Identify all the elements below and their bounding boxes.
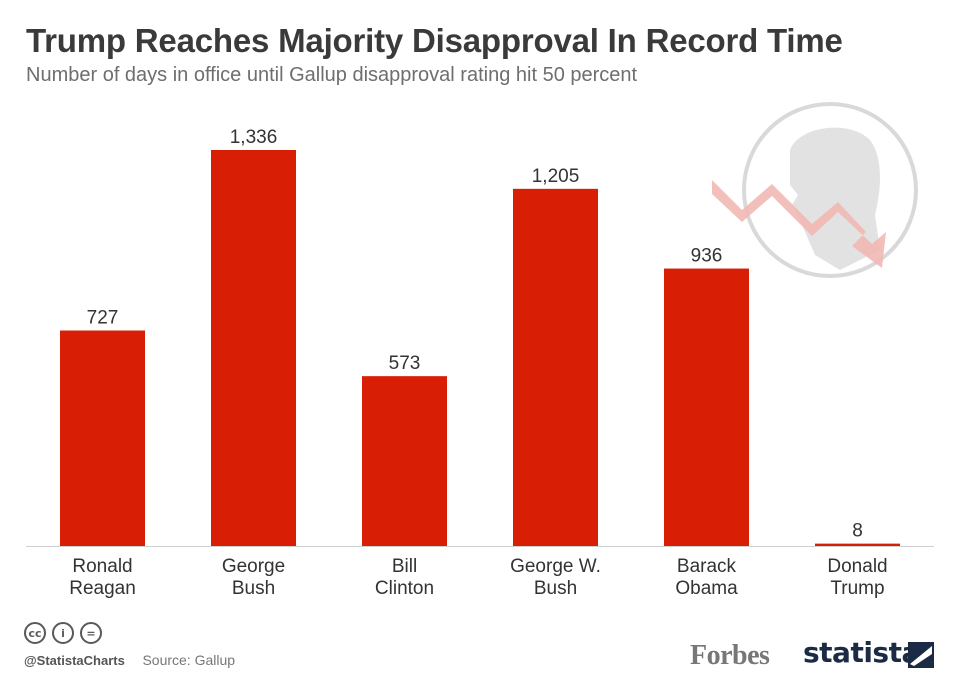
chart-title: Trump Reaches Majority Disapproval In Re…	[26, 22, 843, 59]
bar-value-label: 1,336	[230, 127, 278, 148]
statista-logo-icon	[908, 642, 934, 668]
category-label: Bush	[232, 578, 275, 599]
footer-attribution: cc i = @StatistaCharts Source: Gallup	[24, 622, 235, 668]
category-label: Ronald	[72, 556, 132, 577]
falling-arrow-icon	[712, 180, 886, 268]
category-label: Bill	[392, 556, 417, 577]
category-label: Reagan	[69, 578, 136, 599]
category-label: Clinton	[375, 578, 434, 599]
forbes-logo: Forbes	[690, 640, 770, 671]
bar	[815, 543, 900, 546]
bar	[362, 376, 447, 546]
no-derivatives-icon: =	[80, 622, 102, 644]
bar-value-label: 573	[389, 353, 421, 374]
source-note: Source: Gallup	[142, 652, 236, 668]
bar-value-label: 727	[87, 308, 119, 329]
bar	[211, 150, 296, 546]
category-label: Bush	[534, 578, 577, 599]
category-label: George W.	[510, 556, 601, 577]
bar	[513, 188, 598, 546]
attribution-icon: i	[52, 622, 74, 644]
bar-value-label: 8	[852, 521, 863, 542]
category-label: George	[222, 556, 285, 577]
statista-handle: @StatistaCharts	[24, 653, 125, 668]
statista-logo: statista	[803, 636, 920, 669]
bar-value-label: 1,205	[532, 166, 580, 187]
bar-chart: 727RonaldReagan1,336GeorgeBush573BillCli…	[26, 102, 934, 599]
category-label: Donald	[827, 556, 887, 577]
bar	[60, 330, 145, 546]
category-label: Barack	[677, 556, 737, 577]
bar	[664, 268, 749, 546]
bar-value-label: 936	[691, 246, 723, 267]
category-label: Obama	[675, 578, 738, 599]
chart-subtitle: Number of days in office until Gallup di…	[26, 64, 638, 86]
category-label: Trump	[830, 578, 884, 599]
cc-icon: cc	[24, 622, 46, 644]
